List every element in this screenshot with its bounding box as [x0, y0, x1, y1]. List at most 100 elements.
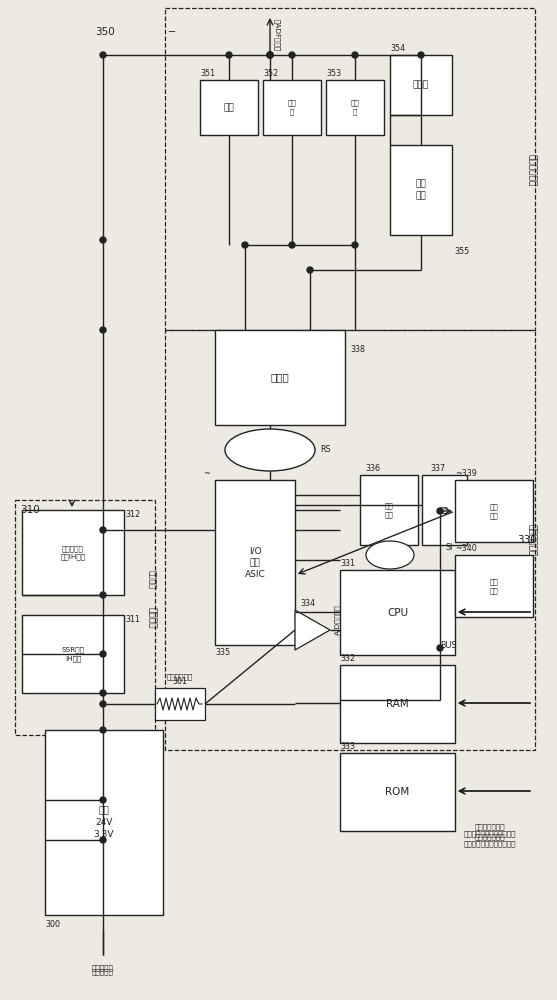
Bar	[340, 665, 455, 743]
Bar	[360, 475, 418, 545]
Circle shape	[267, 52, 273, 58]
Text: 334: 334	[300, 599, 315, 608]
Text: 351: 351	[200, 69, 215, 78]
Text: 离合
器: 离合 器	[287, 100, 296, 115]
Text: 高压
电源: 高压 电源	[416, 180, 426, 200]
Text: I/O
扩充
ASIC: I/O 扩充 ASIC	[245, 546, 265, 579]
Bar	[165, 8, 535, 330]
Text: SI: SI	[445, 544, 452, 552]
Text: 充电器: 充电器	[413, 81, 429, 90]
Text: RS: RS	[320, 446, 331, 454]
Circle shape	[307, 267, 313, 273]
Circle shape	[100, 527, 106, 533]
Text: 驱动系统负载: 驱动系统负载	[527, 154, 536, 186]
Text: 352: 352	[263, 69, 278, 78]
Circle shape	[100, 797, 106, 803]
Circle shape	[267, 52, 273, 58]
Text: 定影加热器远端
（输出端口或者串行端口）: 定影加热器远端 （输出端口或者串行端口）	[464, 833, 516, 847]
Text: 网络
接口: 网络 接口	[490, 578, 499, 594]
Circle shape	[267, 52, 273, 58]
Text: 驱动器: 驱动器	[271, 372, 290, 382]
Circle shape	[100, 727, 106, 733]
Text: ─: ─	[168, 27, 174, 37]
Text: 用户
接口: 用户 接口	[490, 503, 499, 519]
Text: ROM: ROM	[385, 787, 409, 797]
Text: 开关: 开关	[440, 507, 449, 513]
Bar	[215, 480, 295, 645]
Text: 301: 301	[173, 677, 188, 686]
Bar	[326, 80, 384, 135]
Text: 定影加热器远端
（输出端口或者串行端口）: 定影加热器远端 （输出端口或者串行端口）	[464, 823, 516, 837]
Text: 至ADF修整器: 至ADF修整器	[274, 19, 281, 51]
Text: 312: 312	[125, 510, 140, 519]
Circle shape	[352, 52, 358, 58]
Circle shape	[418, 52, 424, 58]
Text: 控制系统负载: 控制系统负载	[527, 524, 536, 556]
Bar	[15, 500, 155, 735]
Bar	[455, 555, 533, 617]
Text: 353: 353	[326, 69, 341, 78]
Bar	[263, 80, 321, 135]
Text: SSR或者
IH电源: SSR或者 IH电源	[61, 646, 85, 662]
Bar	[390, 55, 452, 115]
Text: 定影负载: 定影负载	[148, 570, 157, 589]
Text: 光传
感器: 光传 感器	[385, 502, 393, 518]
Ellipse shape	[366, 541, 414, 569]
Text: 350: 350	[95, 27, 115, 37]
Bar	[22, 615, 124, 693]
Text: 331: 331	[340, 559, 355, 568]
Text: ~339: ~339	[455, 469, 477, 478]
Bar	[340, 570, 455, 655]
Circle shape	[100, 690, 106, 696]
Text: 332: 332	[340, 654, 355, 663]
Text: ~340: ~340	[455, 544, 477, 553]
Circle shape	[100, 237, 106, 243]
Circle shape	[100, 592, 106, 598]
Text: 311: 311	[125, 615, 140, 624]
Text: 338: 338	[350, 345, 365, 354]
Text: 335: 335	[215, 648, 230, 657]
Text: 355: 355	[454, 247, 469, 256]
Text: 310: 310	[20, 505, 40, 515]
Text: 定影负载: 定影负载	[148, 607, 157, 629]
Circle shape	[100, 651, 106, 657]
Text: BUS: BUS	[440, 641, 457, 650]
Bar	[422, 475, 467, 545]
Text: 电源
24V
3.3V: 电源 24V 3.3V	[94, 806, 114, 839]
Text: 电机: 电机	[223, 103, 234, 112]
Circle shape	[100, 52, 106, 58]
Text: 定影加热器
或者IH线圈: 定影加热器 或者IH线圈	[61, 545, 86, 560]
Bar	[455, 480, 533, 542]
Text: ~: ~	[203, 469, 210, 478]
Bar	[390, 145, 452, 235]
Text: 从商用电源: 从商用电源	[92, 968, 114, 975]
Circle shape	[100, 837, 106, 843]
Circle shape	[289, 52, 295, 58]
Bar	[22, 510, 124, 595]
Text: 螺线
管: 螺线 管	[350, 100, 359, 115]
Ellipse shape	[225, 429, 315, 471]
Circle shape	[437, 508, 443, 514]
Text: CPU: CPU	[387, 607, 408, 617]
Text: 从商用电源: 从商用电源	[92, 965, 114, 971]
Bar	[45, 730, 163, 915]
Text: 330: 330	[517, 535, 537, 545]
Bar	[340, 753, 455, 831]
Circle shape	[242, 242, 248, 248]
Text: 300: 300	[45, 920, 60, 929]
Circle shape	[226, 52, 232, 58]
Circle shape	[437, 645, 443, 651]
Circle shape	[352, 242, 358, 248]
Text: 337: 337	[430, 464, 445, 473]
Bar	[215, 330, 345, 425]
Bar	[200, 80, 258, 135]
Text: 333: 333	[340, 742, 355, 751]
Text: RAM: RAM	[386, 699, 409, 709]
Text: A/D输入端口: A/D输入端口	[335, 605, 341, 635]
Circle shape	[289, 242, 295, 248]
Bar	[155, 688, 205, 720]
Bar	[165, 330, 535, 750]
Circle shape	[100, 327, 106, 333]
Text: 354: 354	[390, 44, 405, 53]
Circle shape	[100, 701, 106, 707]
